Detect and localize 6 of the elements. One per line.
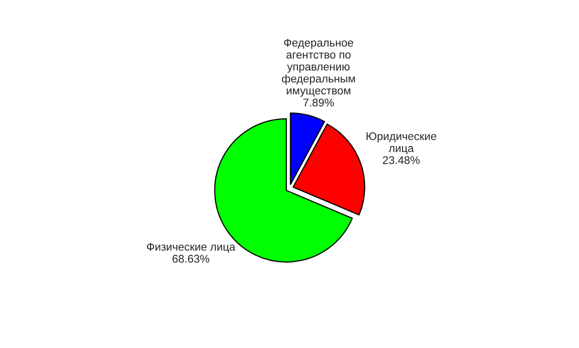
data-label: 7.89% bbox=[303, 98, 334, 106]
data-label: 68.63% bbox=[172, 254, 210, 263]
slice-label: Федеральное агентство по управлению федеральным имуществом bbox=[282, 38, 355, 97]
data-label: 23.48% bbox=[382, 156, 420, 164]
slice-label: Юридические лица bbox=[366, 132, 436, 154]
slice-label: Физические лица bbox=[146, 242, 236, 253]
